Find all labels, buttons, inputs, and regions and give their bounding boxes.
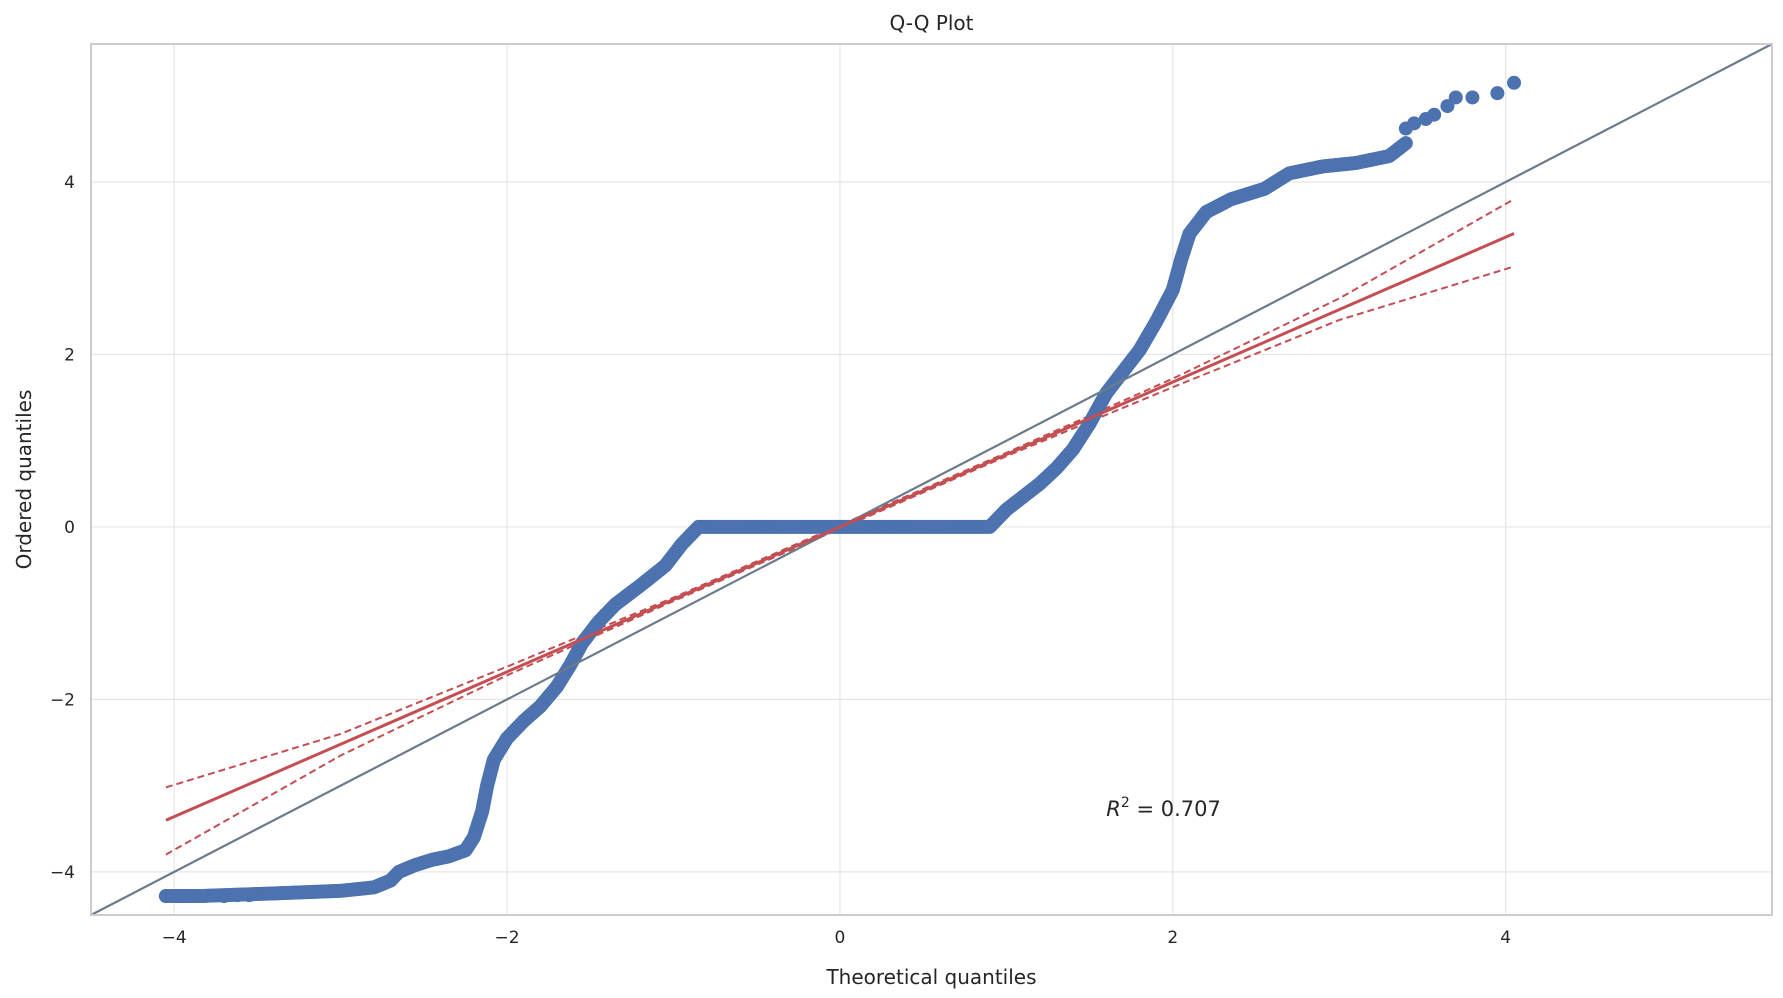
confidence-upper-line — [165, 198, 1515, 789]
data-point — [1465, 90, 1480, 105]
x-tick-label: 0 — [835, 928, 846, 948]
data-point — [242, 888, 257, 903]
fit-lines — [90, 43, 1773, 916]
data-point — [1507, 75, 1522, 90]
chart-title: Q-Q Plot — [889, 11, 973, 35]
grid-lines — [91, 44, 1772, 915]
data-point — [230, 888, 245, 903]
data-point — [217, 889, 232, 904]
y-tick-label: 4 — [64, 173, 75, 193]
reference-line — [90, 43, 1773, 916]
data-point — [197, 889, 212, 904]
x-tick-labels: −4 −2 0 2 4 — [162, 928, 1511, 948]
r-symbol: R — [1106, 797, 1121, 821]
y-tick-label: 2 — [64, 345, 75, 365]
r-squared-annotation: R2 = 0.707 — [1106, 795, 1221, 821]
x-tick-label: 4 — [1500, 928, 1511, 948]
data-point — [1427, 107, 1442, 122]
data-point — [1490, 86, 1505, 101]
y-tick-label: −2 — [50, 690, 75, 710]
x-tick-label: −4 — [162, 928, 187, 948]
y-tick-label: 0 — [64, 518, 75, 538]
data-point — [1407, 116, 1422, 131]
data-point — [1440, 99, 1455, 114]
y-tick-label: −4 — [50, 863, 75, 883]
y-axis-label: Ordered quantiles — [12, 390, 36, 570]
fit-line — [165, 232, 1515, 822]
r-value: = 0.707 — [1130, 797, 1221, 821]
x-tick-label: −2 — [495, 928, 520, 948]
r-exponent: 2 — [1121, 795, 1130, 811]
data-point — [1398, 136, 1413, 151]
x-tick-label: 2 — [1167, 928, 1178, 948]
x-axis-label: Theoretical quantiles — [825, 965, 1036, 989]
y-tick-labels: −4 −2 0 2 4 — [50, 173, 75, 883]
data-point — [158, 889, 173, 904]
data-point — [1448, 90, 1463, 105]
plot-frame — [90, 43, 1773, 916]
